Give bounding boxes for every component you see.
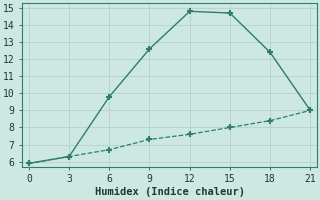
X-axis label: Humidex (Indice chaleur): Humidex (Indice chaleur) (95, 187, 244, 197)
